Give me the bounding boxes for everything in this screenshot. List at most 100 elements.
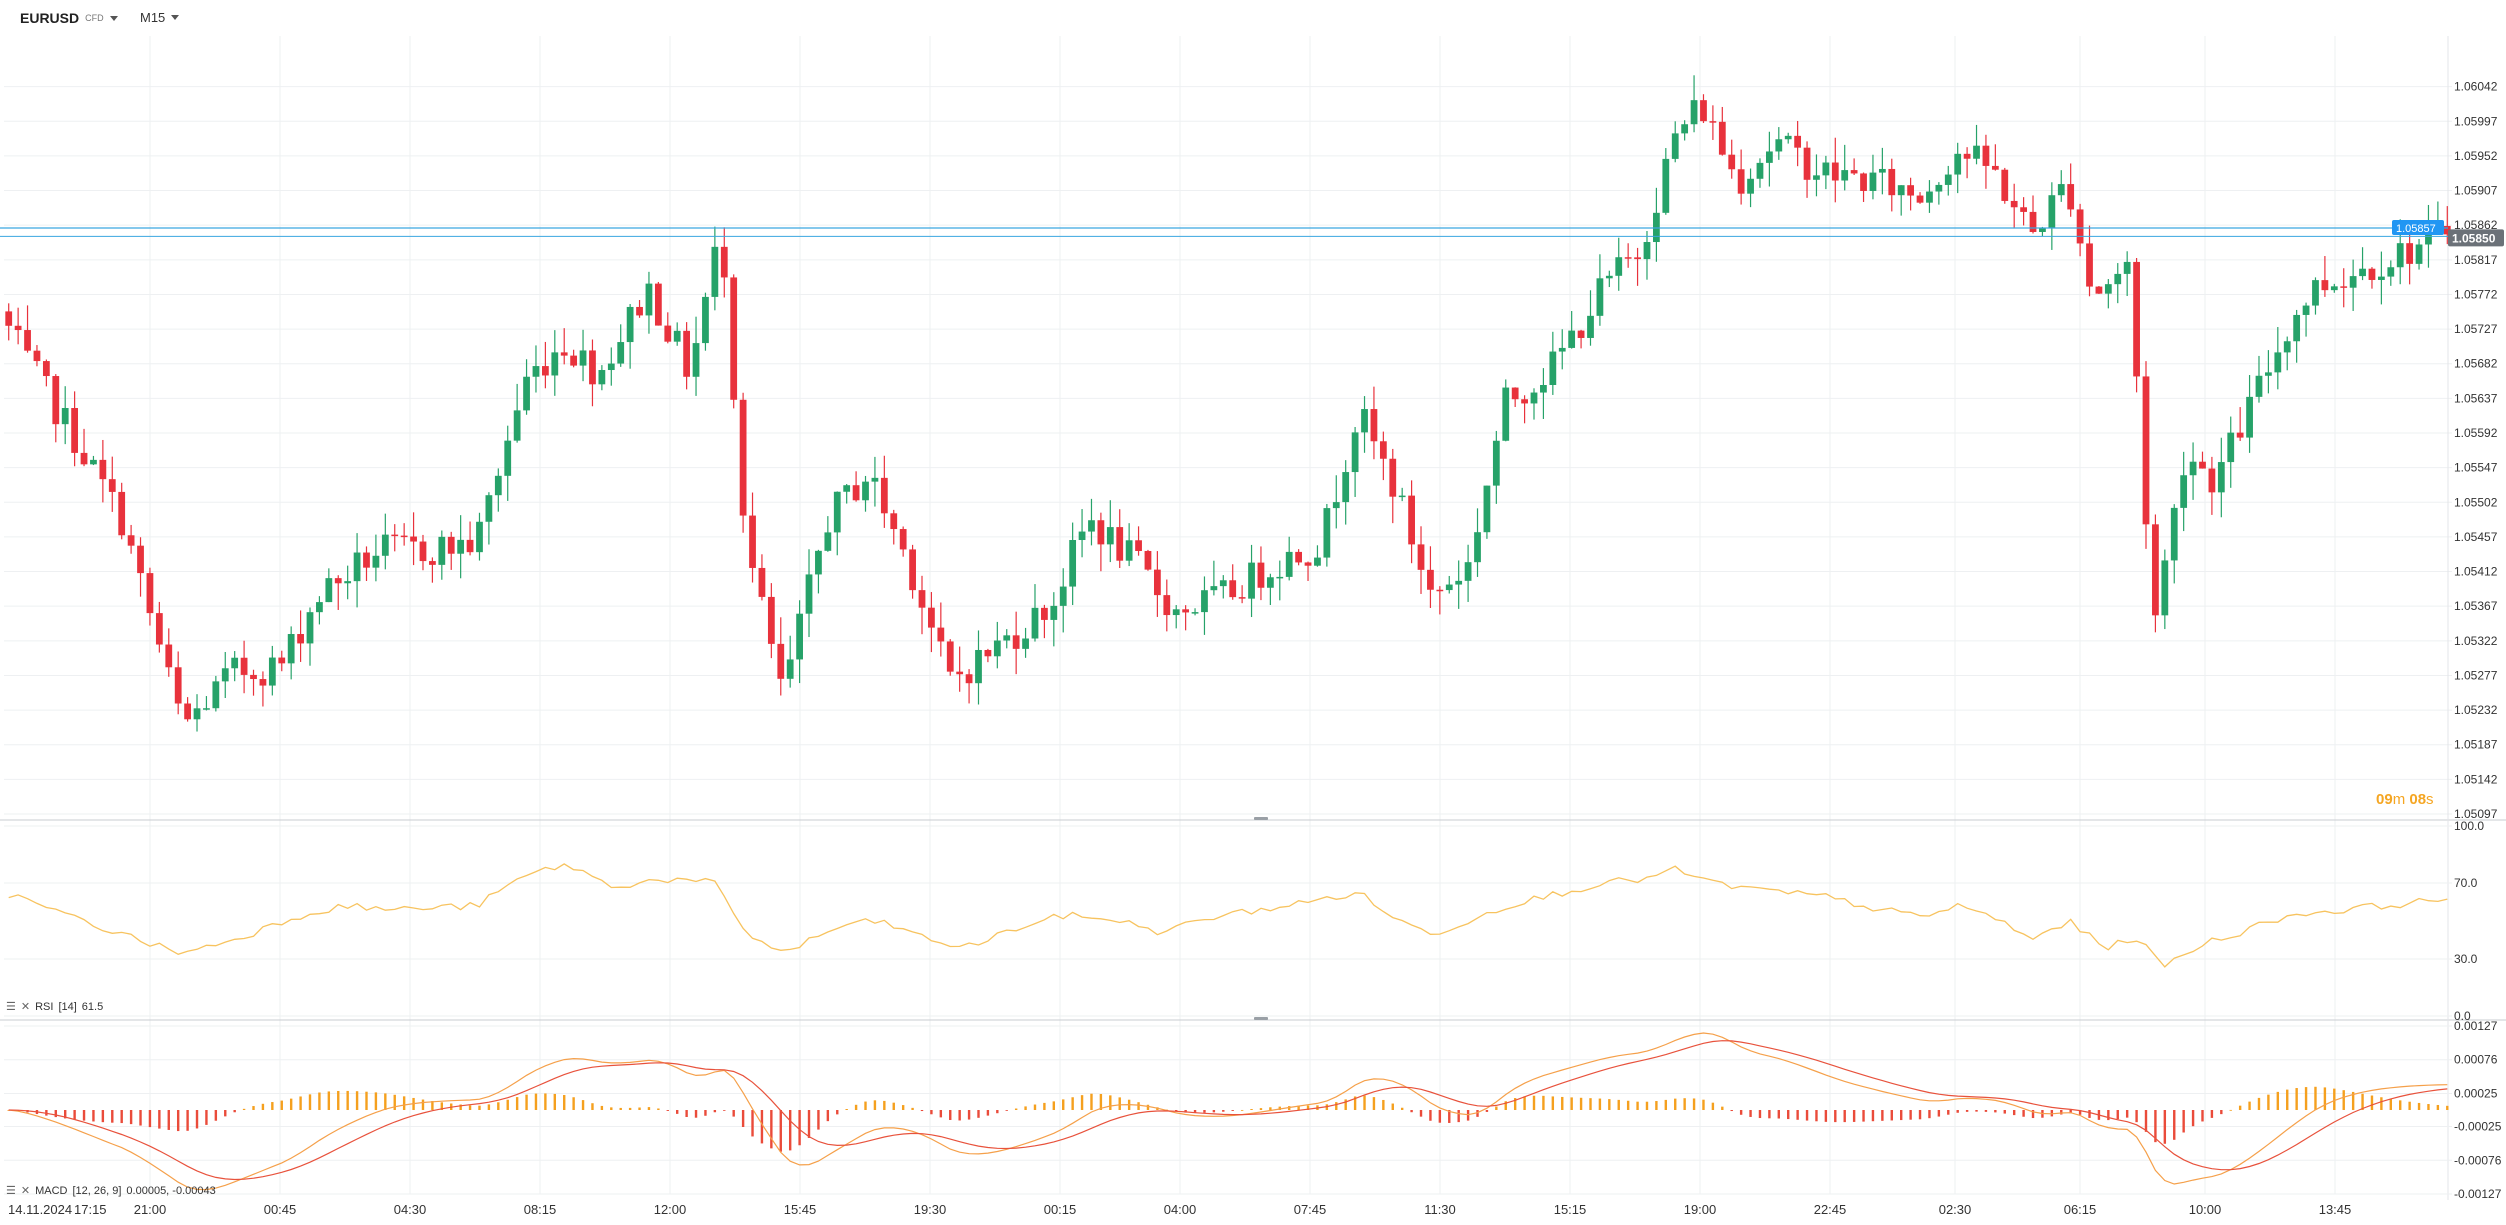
- candle-bear: [447, 536, 455, 554]
- candle-bear: [777, 643, 785, 679]
- macd-hist-bar-pos: [374, 1092, 378, 1110]
- time-axis-label: 15:45: [784, 1202, 817, 1217]
- macd-hist-bar-pos: [2286, 1089, 2289, 1110]
- candle-bull: [523, 376, 530, 411]
- candle-bull: [2217, 462, 2225, 493]
- candle-bear: [1718, 121, 1726, 155]
- macd-hist-bar-pos: [299, 1096, 302, 1110]
- chevron-down-icon: [109, 15, 118, 21]
- candle-bear: [99, 459, 107, 480]
- candle-bear: [1144, 550, 1152, 570]
- macd-hist-bar-neg: [732, 1110, 735, 1117]
- candle-bull: [2114, 273, 2122, 285]
- macd-hist-bar-neg: [977, 1110, 980, 1118]
- candle-bull: [193, 708, 201, 720]
- macd-hist-bar-pos: [845, 1109, 848, 1110]
- macd-hist-bar-pos: [1664, 1099, 1668, 1110]
- candle-bull: [1596, 278, 1604, 316]
- candle-bull: [1690, 100, 1698, 125]
- candle-bear: [928, 607, 935, 628]
- candle-bull: [2265, 372, 2272, 376]
- macd-hist-bar-pos: [2238, 1105, 2242, 1110]
- macd-pane: [4, 1025, 2452, 1195]
- macd-hist-bar-pos: [271, 1102, 274, 1110]
- close-icon[interactable]: ✕: [20, 1185, 31, 1197]
- macd-hist-bar-pos: [384, 1093, 387, 1110]
- close-icon[interactable]: ✕: [20, 1001, 31, 1013]
- price-tick-label: 1.05277: [2454, 668, 2498, 682]
- candle-bull: [2396, 243, 2404, 268]
- candle-bear: [2029, 211, 2037, 232]
- macd-hist-bar-pos: [365, 1091, 368, 1110]
- candle-bull: [1191, 612, 1199, 614]
- time-axis-label: 17:15: [74, 1202, 107, 1217]
- candle-bear: [2010, 200, 2018, 208]
- macd-hist-bar-pos: [2351, 1091, 2355, 1110]
- macd-hist-bar-neg: [148, 1110, 152, 1128]
- grid: [4, 36, 2452, 1194]
- macd-hist-bar-neg: [2116, 1110, 2119, 1120]
- timeframe-selector[interactable]: M15: [140, 10, 180, 25]
- candle-bear: [1794, 135, 1802, 148]
- candle-bear: [1229, 580, 1237, 598]
- macd-hist-bar-pos: [1542, 1095, 1545, 1110]
- macd-hist-bar-pos: [497, 1102, 500, 1110]
- candle-bear: [1370, 409, 1378, 442]
- candle-bull: [711, 246, 719, 297]
- macd-hist-bar-neg: [685, 1110, 688, 1117]
- candle-bull: [833, 491, 841, 533]
- candle-bear: [1991, 165, 1999, 170]
- macd-hist-bar-neg: [1947, 1110, 1950, 1115]
- candle-bull: [1314, 557, 1321, 566]
- time-axis-label: 12:00: [654, 1202, 687, 1217]
- macd-legend-params: [12, 26, 9]: [72, 1184, 122, 1197]
- chevron-down-icon: [171, 15, 180, 20]
- candle-bull: [1078, 531, 1086, 541]
- macd-legend-name: MACD: [35, 1184, 68, 1197]
- candle-bull: [1031, 607, 1039, 639]
- candle-bear: [1436, 589, 1444, 592]
- candle-bear: [852, 485, 860, 501]
- candle-bear: [2208, 468, 2216, 493]
- macd-hist-bar-pos: [2342, 1090, 2345, 1110]
- macd-tick-label: 0.00127: [2454, 1019, 2498, 1033]
- candle-bull: [1003, 635, 1011, 641]
- macd-hist-bar-neg: [1787, 1110, 1790, 1120]
- symbol-selector[interactable]: EURUSD CFD: [20, 10, 118, 26]
- candle-bear: [730, 277, 738, 400]
- macd-hist-bar-pos: [1269, 1107, 1272, 1110]
- candle-bull: [2415, 244, 2423, 264]
- candle-bull: [2180, 475, 2188, 508]
- macd-hist-bar-pos: [1608, 1099, 1611, 1110]
- price-tick-label: 1.05187: [2454, 738, 2498, 752]
- macd-hist-bar-pos: [1109, 1095, 1112, 1110]
- candle-bull: [796, 613, 803, 660]
- candle-bear: [1408, 495, 1415, 545]
- candle-bull: [1361, 409, 1368, 433]
- macd-hist-bar-neg: [1749, 1110, 1752, 1117]
- macd-hist-bar-pos: [1062, 1099, 1065, 1110]
- candle-bull: [1050, 605, 1058, 620]
- time-axis-label: 19:00: [1684, 1202, 1717, 1217]
- candle-bear: [1916, 195, 1924, 203]
- macd-hist-bar-neg: [1768, 1110, 1771, 1119]
- macd-hist-bar-neg: [2060, 1110, 2063, 1115]
- macd-hist-bar-pos: [2276, 1091, 2280, 1110]
- candle-bull: [824, 532, 832, 551]
- timeframe-label: M15: [140, 10, 166, 25]
- candle-bear: [1888, 168, 1896, 196]
- candle-bull: [381, 534, 389, 556]
- candle-bull: [2293, 314, 2301, 342]
- macd-hist-bar-neg: [1975, 1110, 1978, 1112]
- macd-hist-bar-pos: [1052, 1101, 1056, 1110]
- macd-hist-bar-pos: [393, 1094, 396, 1110]
- macd-hist-bar-neg: [788, 1110, 792, 1151]
- candle-bull: [2377, 276, 2385, 280]
- macd-hist-bar-neg: [1900, 1110, 1903, 1121]
- rsi-tick-label: 30.0: [2454, 952, 2478, 966]
- indicator-menu-icon[interactable]: ☰: [6, 1001, 16, 1013]
- candle-bear: [880, 477, 888, 514]
- indicator-menu-icon[interactable]: ☰: [6, 1185, 16, 1197]
- candle-bull: [2104, 284, 2112, 294]
